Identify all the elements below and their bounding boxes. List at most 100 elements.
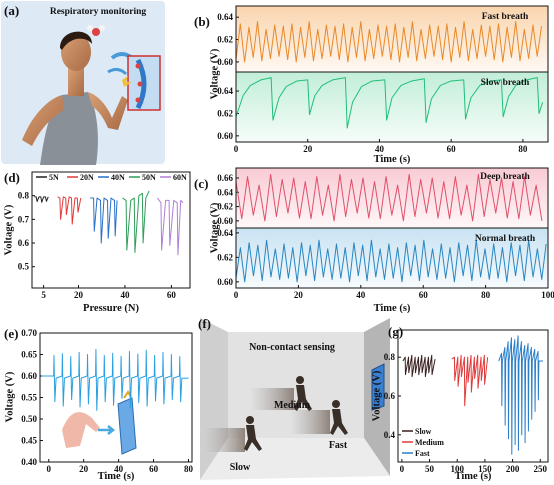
x-axis-label: Pressure (N) (83, 303, 139, 314)
legend-label: Medium (415, 438, 444, 447)
speed-label: Slow (230, 462, 251, 473)
y-tick-label: 0.64 (217, 228, 233, 238)
x-tick-label: 250 (534, 464, 548, 474)
plot-background (236, 6, 548, 72)
data-line (41, 348, 189, 411)
panel-label: (g) (388, 324, 403, 339)
panel-label: (b) (194, 14, 210, 29)
y-tick-label: 0.70 (21, 328, 37, 338)
x-axis-label: Time (s) (98, 471, 135, 482)
y-tick-label: 0.60 (217, 57, 233, 67)
y-tick-label: 0.62 (217, 202, 233, 212)
x-tick-label: 20 (303, 144, 313, 154)
legend-label: Fast (415, 449, 430, 458)
x-tick-label: 150 (478, 464, 492, 474)
plot-frame (235, 71, 549, 143)
x-tick-label: 20 (74, 290, 84, 300)
y-axis-label: Voltage (V) (210, 202, 221, 253)
x-tick-label: 0 (234, 144, 239, 154)
x-tick-label: 80 (518, 144, 528, 154)
y-tick-label: 0.7 (18, 214, 30, 224)
y-tick-label: 0.55 (21, 393, 37, 403)
data-line (34, 196, 49, 203)
y-tick-label: 0.62 (217, 108, 233, 118)
data-line (157, 197, 184, 256)
x-axis-label: Time (s) (455, 471, 492, 482)
y-tick-label: 0.45 (21, 436, 37, 446)
speed-label: Medium (274, 400, 311, 411)
y-tick-label: 0.60 (217, 216, 233, 226)
legend-label: 40N (111, 173, 125, 182)
x-tick-label: 100 (450, 464, 464, 474)
y-tick-label: 0.66 (217, 173, 233, 183)
y-tick-label: 0.64 (217, 12, 233, 22)
x-tick-label: 200 (506, 464, 520, 474)
y-tick-label: 0.8 (18, 191, 30, 201)
x-tick-label: 20 (79, 464, 89, 474)
panel-label: (f) (198, 316, 211, 331)
legend-label: 60N (173, 173, 187, 182)
data-line (236, 21, 543, 63)
y-tick-label: 0.65 (21, 350, 37, 360)
annotation: Deep breath (480, 172, 530, 182)
panel-label: (d) (4, 170, 20, 185)
x-axis-label: Time (s) (374, 303, 411, 314)
annotation: Fast breath (482, 12, 529, 22)
legend-label: 50N (142, 173, 156, 182)
annotation: Normal breath (475, 234, 536, 244)
x-tick-label: 60 (149, 464, 159, 474)
speed-label: Fast (329, 440, 348, 451)
x-tick-label: 40 (356, 290, 366, 300)
y-axis-label: Voltage (V) (372, 370, 383, 421)
data-line (57, 196, 82, 225)
illustration-f (200, 318, 390, 480)
data-line (402, 354, 436, 378)
plot-frame (39, 332, 193, 463)
y-tick-label: 0.64 (217, 86, 233, 96)
y-tick-label: 0.40 (21, 457, 37, 467)
y-axis-label: Voltage (V) (4, 204, 15, 255)
y-tick-label: 0.60 (217, 131, 233, 141)
data-line (236, 173, 543, 222)
y-tick-label: 0.6 (18, 238, 30, 248)
panel-title: Respiratory monitoring (50, 7, 147, 17)
y-tick-label: 0.5 (18, 262, 30, 272)
data-line (236, 77, 544, 129)
x-tick-label: 20 (294, 290, 304, 300)
plot-background (236, 72, 548, 142)
panel-label: (a) (4, 3, 19, 18)
x-tick-label: 40 (114, 464, 124, 474)
annotation: Slow breath (481, 78, 530, 88)
y-tick-label: 0.6 (384, 391, 396, 401)
data-line (451, 354, 489, 407)
y-axis-label: Voltage (V) (5, 371, 16, 422)
plot-background (236, 168, 548, 228)
inset-illustration (62, 390, 137, 455)
y-tick-label: 0.60 (217, 277, 233, 287)
panel-label: (c) (194, 176, 208, 191)
x-tick-label: 80 (481, 290, 491, 300)
legend-label: Slow (415, 427, 432, 436)
x-tick-label: 50 (425, 464, 435, 474)
data-line (122, 190, 150, 253)
plot-frame (397, 329, 549, 463)
plot-frame (235, 227, 549, 289)
y-tick-label: 0.8 (384, 352, 396, 362)
x-tick-label: 60 (419, 290, 429, 300)
x-tick-label: 40 (375, 144, 385, 154)
x-tick-label: 0 (234, 290, 239, 300)
data-line (498, 335, 544, 455)
y-tick-label: 0.4 (384, 430, 396, 440)
x-tick-label: 60 (167, 290, 177, 300)
legend-label: 5N (49, 173, 59, 182)
plot-frame (31, 171, 191, 289)
data-line (90, 197, 118, 244)
y-axis-label: Voltage (V) (210, 48, 221, 99)
y-tick-label: 0.50 (21, 414, 37, 424)
x-tick-label: 0 (46, 464, 51, 474)
legend-label: 20N (80, 173, 94, 182)
x-axis-label: Time (s) (374, 154, 411, 165)
x-tick-label: 80 (184, 464, 194, 474)
y-tick-label: 0.60 (21, 371, 37, 381)
